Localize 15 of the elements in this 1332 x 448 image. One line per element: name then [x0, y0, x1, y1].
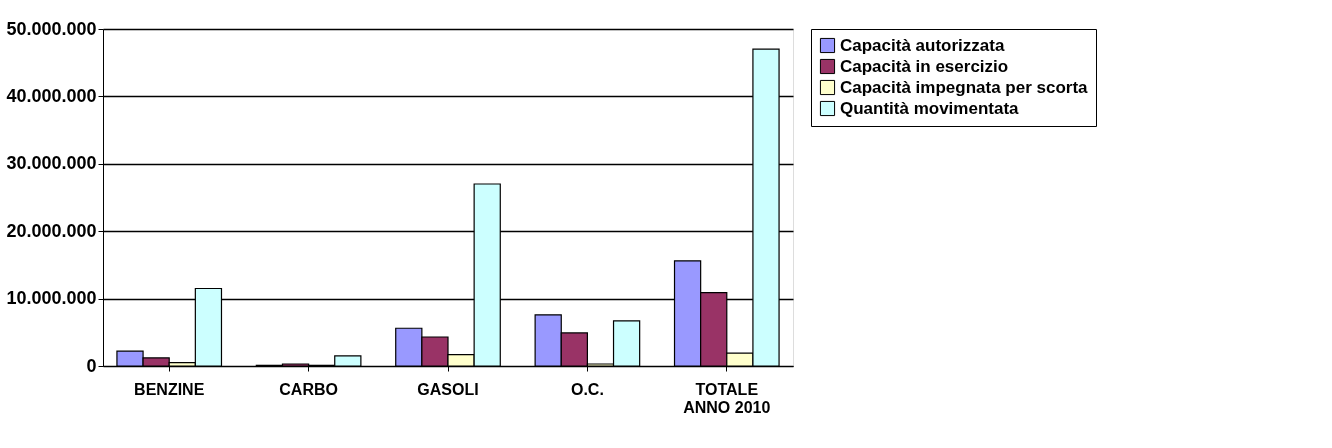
- y-tick-label: 30.000.000: [6, 153, 97, 174]
- y-tick-label: 10.000.000: [6, 288, 97, 309]
- x-tick-label: O.C.: [570, 380, 604, 398]
- y-tick-label: 20.000.000: [6, 220, 97, 241]
- y-tick-label: 40.000.000: [6, 85, 97, 106]
- x-tick-label: TOTALE ANNO 2010: [683, 380, 771, 416]
- legend-label: Capacità autorizzata: [840, 35, 1005, 55]
- legend-label: Capacità impegnata per scorta: [840, 77, 1089, 97]
- y-tick-label: 0: [86, 355, 97, 376]
- legend-label: Capacità in esercizio: [840, 56, 1009, 76]
- y-tick-label: 50.000.000: [6, 18, 97, 39]
- x-tick-label: GASOLI: [417, 380, 479, 398]
- x-tick-label: CARBO: [279, 380, 338, 398]
- x-tick-label: BENZINE: [134, 380, 205, 398]
- legend-label: Quantità movimentata: [840, 98, 1020, 118]
